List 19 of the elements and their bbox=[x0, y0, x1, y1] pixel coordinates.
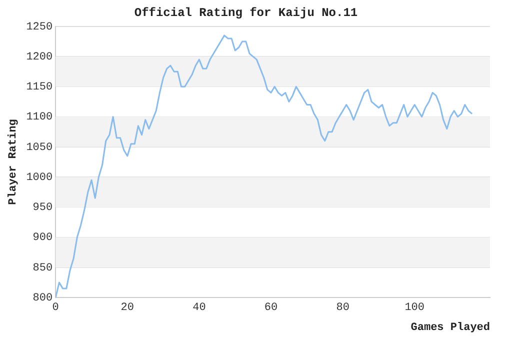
x-tick-label: 100 bbox=[404, 302, 425, 314]
x-tick-label: 60 bbox=[264, 302, 278, 314]
y-tick-label: 900 bbox=[32, 232, 53, 244]
x-tick-label: 40 bbox=[192, 302, 206, 314]
x-tick-label: 0 bbox=[52, 302, 59, 314]
x-tick-label: 80 bbox=[336, 302, 350, 314]
y-tick-label: 800 bbox=[32, 292, 53, 305]
y-tick-label: 1150 bbox=[26, 82, 53, 94]
y-tick-label: 1100 bbox=[26, 112, 53, 124]
x-axis-title: Games Played bbox=[410, 322, 490, 334]
y-tick-label: 950 bbox=[32, 202, 53, 214]
y-axis-title: Player Rating bbox=[7, 119, 20, 205]
chart-title: Official Rating for Kaiju No.11 bbox=[134, 6, 358, 20]
x-tick-label: 20 bbox=[120, 302, 134, 314]
y-tick-label: 1050 bbox=[26, 142, 53, 154]
y-tick-label: 1250 bbox=[26, 21, 53, 34]
y-tick-label: 1000 bbox=[26, 172, 53, 184]
y-tick-label: 1200 bbox=[26, 51, 53, 64]
y-tick-label: 850 bbox=[32, 262, 53, 274]
